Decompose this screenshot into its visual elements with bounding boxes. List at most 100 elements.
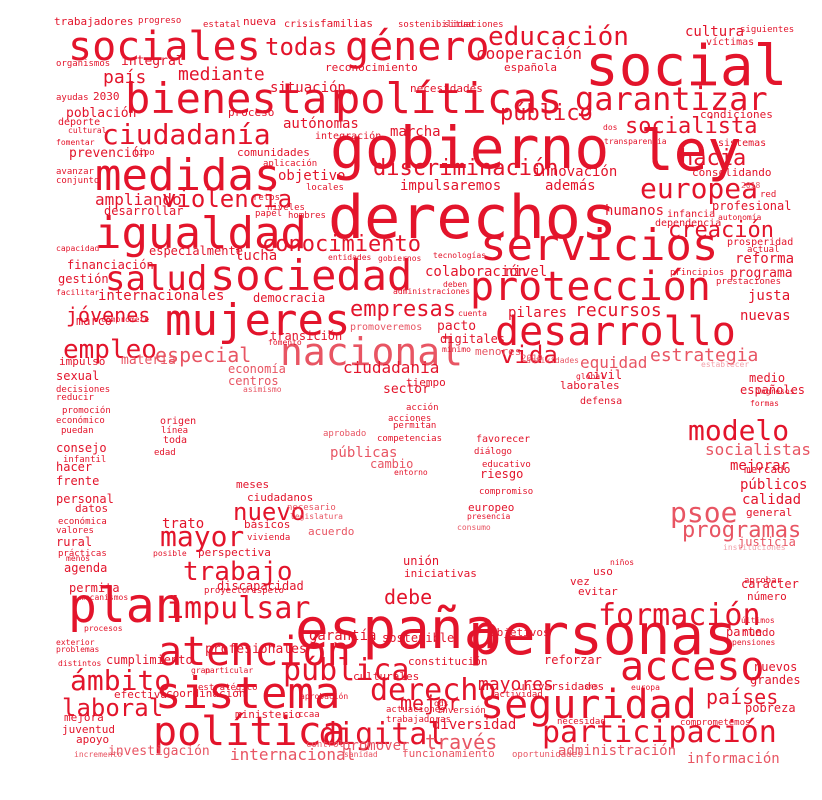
cloud-word: laboral	[62, 694, 163, 722]
cloud-word: españoles	[740, 383, 805, 397]
cloud-word: crisis	[284, 19, 320, 30]
cloud-word: equidad	[580, 353, 647, 372]
cloud-word: medio	[749, 371, 785, 385]
cloud-word: acuerdo	[308, 525, 354, 538]
cloud-word: calidad	[742, 492, 801, 508]
cloud-word: infantil	[63, 455, 106, 465]
cloud-word: desarrollar	[104, 204, 183, 218]
cloud-word: transparencia	[604, 137, 667, 146]
cloud-word: especialmente	[149, 244, 243, 258]
cloud-word: exterior	[56, 638, 95, 647]
cloud-word: prácticas	[58, 549, 107, 559]
cloud-word: mejor	[400, 691, 460, 715]
cloud-word: instituciones	[723, 543, 786, 552]
cloud-word: mayor	[160, 520, 244, 553]
cloud-word: derechos	[328, 183, 617, 253]
cloud-word: ministerio	[235, 708, 301, 721]
cloud-word: vivienda	[247, 533, 290, 543]
cloud-word: víctimas	[706, 36, 754, 48]
cloud-word: social	[585, 34, 787, 99]
cloud-word: particular	[205, 666, 253, 675]
cloud-word: acción	[406, 402, 439, 413]
cloud-word: sexual	[56, 369, 99, 383]
cloud-word: especial	[155, 343, 251, 367]
cloud-word: económico	[56, 415, 105, 426]
cloud-word: número	[747, 590, 787, 603]
cloud-word: deporte	[58, 117, 100, 128]
cloud-word: problemas	[56, 645, 100, 654]
cloud-word: seguridad	[480, 682, 697, 728]
cloud-word: tipo	[133, 148, 155, 158]
cloud-word: socialistas	[705, 440, 811, 459]
cloud-word: funcionamiento	[402, 747, 495, 760]
cloud-word: promoveremos	[350, 322, 422, 333]
cloud-word: necesidades	[410, 82, 483, 95]
cloud-word: condiciones	[700, 108, 773, 121]
cloud-word: transición	[270, 329, 342, 343]
cloud-word: nuevos	[754, 660, 797, 674]
cloud-word: protección	[470, 264, 711, 310]
cloud-word: defensa	[580, 396, 622, 407]
cloud-word: compromiso	[479, 487, 533, 497]
cloud-word: salud	[105, 259, 207, 299]
cloud-word: trabajadores	[54, 15, 133, 28]
cloud-word: empleo	[63, 335, 157, 365]
cloud-word: facilitar	[56, 288, 100, 297]
cloud-word: hacia	[680, 146, 746, 171]
cloud-word: vida	[500, 341, 558, 369]
cloud-word: avanzar	[56, 167, 95, 177]
cloud-word: sistemas	[718, 138, 766, 149]
cloud-word: desarrollo	[495, 309, 736, 355]
cloud-word: cumplimiento	[106, 653, 193, 667]
cloud-word: ley	[640, 119, 741, 184]
cloud-word: psoe	[670, 496, 737, 529]
cloud-word: información	[687, 751, 780, 767]
cloud-word: autonomía	[718, 213, 762, 222]
cloud-word: cambio	[370, 457, 413, 471]
cloud-word: trabajo	[183, 557, 293, 587]
cloud-word: decisiones	[56, 385, 110, 395]
cloud-word: nueva	[243, 15, 276, 28]
cloud-word: prevención	[69, 146, 147, 161]
cloud-word: progreso	[138, 16, 181, 26]
cloud-word: públicos	[740, 477, 807, 493]
cloud-word: administración	[558, 743, 676, 759]
cloud-word: red	[760, 190, 776, 200]
cloud-word: mejora	[64, 711, 104, 724]
cloud-word: parte	[726, 625, 762, 639]
cloud-word: reconocimiento	[325, 61, 418, 74]
cloud-word: mujeres	[165, 295, 350, 346]
cloud-word: además	[545, 178, 596, 194]
cloud-word: juventud	[62, 723, 115, 736]
cloud-word: digital	[319, 717, 445, 752]
cloud-word: retos	[253, 193, 280, 203]
cloud-word: integración	[315, 130, 381, 142]
cloud-word: situación	[270, 80, 346, 96]
cloud-word: agenda	[64, 561, 107, 575]
cloud-word: ciudadanos	[247, 491, 313, 504]
cloud-word: básicos	[244, 518, 290, 531]
cloud-word: 2018	[741, 181, 760, 190]
cloud-word: sanidad	[344, 750, 378, 759]
cloud-word: nacional	[280, 330, 463, 374]
cloud-word: tecnologías	[433, 251, 486, 260]
cloud-word: carácter	[741, 577, 799, 591]
cloud-word: principios	[670, 268, 724, 278]
cloud-word: país	[103, 67, 146, 88]
cloud-word: hacer	[56, 460, 92, 474]
cloud-word: mecanismos	[80, 593, 128, 602]
cloud-word: infancia	[667, 209, 715, 220]
cloud-word: ciudadania	[343, 358, 439, 377]
cloud-word: acciones	[388, 414, 431, 424]
cloud-word: empresas	[350, 297, 456, 322]
cloud-word: autónomas	[283, 116, 359, 132]
cloud-word: respeto	[246, 586, 284, 596]
cloud-word: hombres	[288, 211, 326, 221]
cloud-word: datos	[75, 502, 108, 515]
cloud-word: público	[500, 101, 593, 126]
cloud-word: establecer	[701, 360, 749, 369]
cloud-word: sostenibilidad	[398, 20, 474, 30]
cloud-word: sociedad	[210, 251, 412, 300]
